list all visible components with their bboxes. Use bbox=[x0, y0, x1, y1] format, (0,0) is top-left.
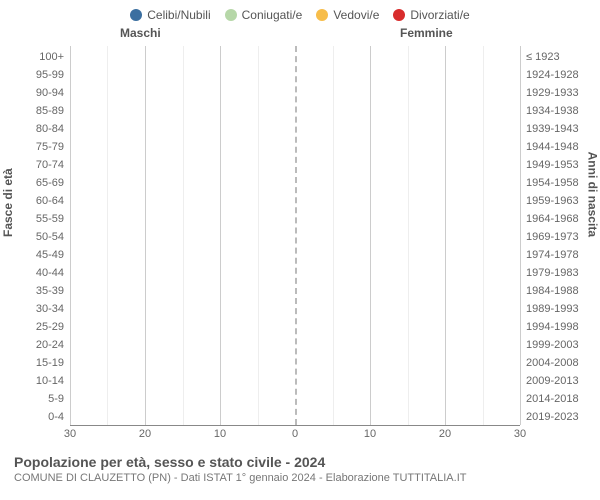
chart-subtitle: COMUNE DI CLAUZETTO (PN) - Dati ISTAT 1°… bbox=[14, 472, 586, 484]
birth-year-label: 1924-1928 bbox=[526, 66, 579, 84]
legend-label: Divorziati/e bbox=[410, 8, 469, 22]
age-label: 75-79 bbox=[36, 138, 64, 156]
birth-year-label: 1939-1943 bbox=[526, 120, 579, 138]
legend-color-dot bbox=[130, 9, 142, 21]
legend-item: Divorziati/e bbox=[393, 8, 469, 22]
x-tick-label: 20 bbox=[439, 428, 451, 440]
grid-line bbox=[520, 46, 521, 425]
x-tick-label: 0 bbox=[292, 428, 298, 440]
chart-plot: 100+≤ 192395-991924-192890-941929-193385… bbox=[70, 46, 520, 426]
birth-year-label: 1929-1933 bbox=[526, 84, 579, 102]
birth-year-label: 1984-1988 bbox=[526, 282, 579, 300]
x-tick-label: 30 bbox=[514, 428, 526, 440]
legend-label: Coniugati/e bbox=[242, 8, 303, 22]
age-label: 55-59 bbox=[36, 210, 64, 228]
center-line bbox=[295, 46, 297, 425]
birth-year-label: 2004-2008 bbox=[526, 354, 579, 372]
column-headers: Maschi Femmine bbox=[0, 26, 600, 42]
legend: Celibi/Nubili Coniugati/e Vedovi/e Divorzia… bbox=[0, 0, 600, 26]
age-label: 15-19 bbox=[36, 354, 64, 372]
age-label: 40-44 bbox=[36, 264, 64, 282]
birth-year-label: 1994-1998 bbox=[526, 318, 579, 336]
legend-label: Celibi/Nubili bbox=[147, 8, 210, 22]
birth-year-label: 1944-1948 bbox=[526, 138, 579, 156]
y-axis-title-left: Fasce di età bbox=[1, 168, 15, 237]
legend-item: Vedovi/e bbox=[316, 8, 379, 22]
birth-year-label: 1999-2003 bbox=[526, 336, 579, 354]
age-label: 85-89 bbox=[36, 102, 64, 120]
y-axis-title-right: Anni di nascita bbox=[585, 152, 599, 237]
birth-year-label: 1954-1958 bbox=[526, 174, 579, 192]
age-label: 50-54 bbox=[36, 228, 64, 246]
age-label: 35-39 bbox=[36, 282, 64, 300]
footer: Popolazione per età, sesso e stato civil… bbox=[0, 444, 600, 484]
age-label: 5-9 bbox=[48, 390, 64, 408]
legend-color-dot bbox=[225, 9, 237, 21]
birth-year-label: 1969-1973 bbox=[526, 228, 579, 246]
x-tick-label: 30 bbox=[64, 428, 76, 440]
legend-label: Vedovi/e bbox=[333, 8, 379, 22]
birth-year-label: 1934-1938 bbox=[526, 102, 579, 120]
x-tick-label: 10 bbox=[214, 428, 226, 440]
legend-color-dot bbox=[316, 9, 328, 21]
birth-year-label: 1959-1963 bbox=[526, 192, 579, 210]
x-tick-label: 20 bbox=[139, 428, 151, 440]
birth-year-label: 1964-1968 bbox=[526, 210, 579, 228]
legend-color-dot bbox=[393, 9, 405, 21]
age-label: 25-29 bbox=[36, 318, 64, 336]
female-column-header: Femmine bbox=[400, 26, 453, 40]
birth-year-label: 1949-1953 bbox=[526, 156, 579, 174]
age-label: 90-94 bbox=[36, 84, 64, 102]
age-label: 30-34 bbox=[36, 300, 64, 318]
birth-year-label: 2009-2013 bbox=[526, 372, 579, 390]
birth-year-label: ≤ 1923 bbox=[526, 48, 560, 66]
age-label: 0-4 bbox=[48, 408, 64, 426]
birth-year-label: 1974-1978 bbox=[526, 246, 579, 264]
age-label: 60-64 bbox=[36, 192, 64, 210]
birth-year-label: 1979-1983 bbox=[526, 264, 579, 282]
age-label: 10-14 bbox=[36, 372, 64, 390]
chart-title: Popolazione per età, sesso e stato civil… bbox=[14, 454, 586, 470]
birth-year-label: 2019-2023 bbox=[526, 408, 579, 426]
age-label: 70-74 bbox=[36, 156, 64, 174]
age-label: 100+ bbox=[39, 48, 64, 66]
legend-item: Celibi/Nubili bbox=[130, 8, 210, 22]
age-label: 80-84 bbox=[36, 120, 64, 138]
age-label: 95-99 bbox=[36, 66, 64, 84]
x-tick-label: 10 bbox=[364, 428, 376, 440]
age-label: 65-69 bbox=[36, 174, 64, 192]
x-axis-ticks: 3020100102030 bbox=[70, 426, 520, 444]
age-label: 20-24 bbox=[36, 336, 64, 354]
legend-item: Coniugati/e bbox=[225, 8, 303, 22]
age-label: 45-49 bbox=[36, 246, 64, 264]
birth-year-label: 1989-1993 bbox=[526, 300, 579, 318]
male-column-header: Maschi bbox=[120, 26, 161, 40]
birth-year-label: 2014-2018 bbox=[526, 390, 579, 408]
